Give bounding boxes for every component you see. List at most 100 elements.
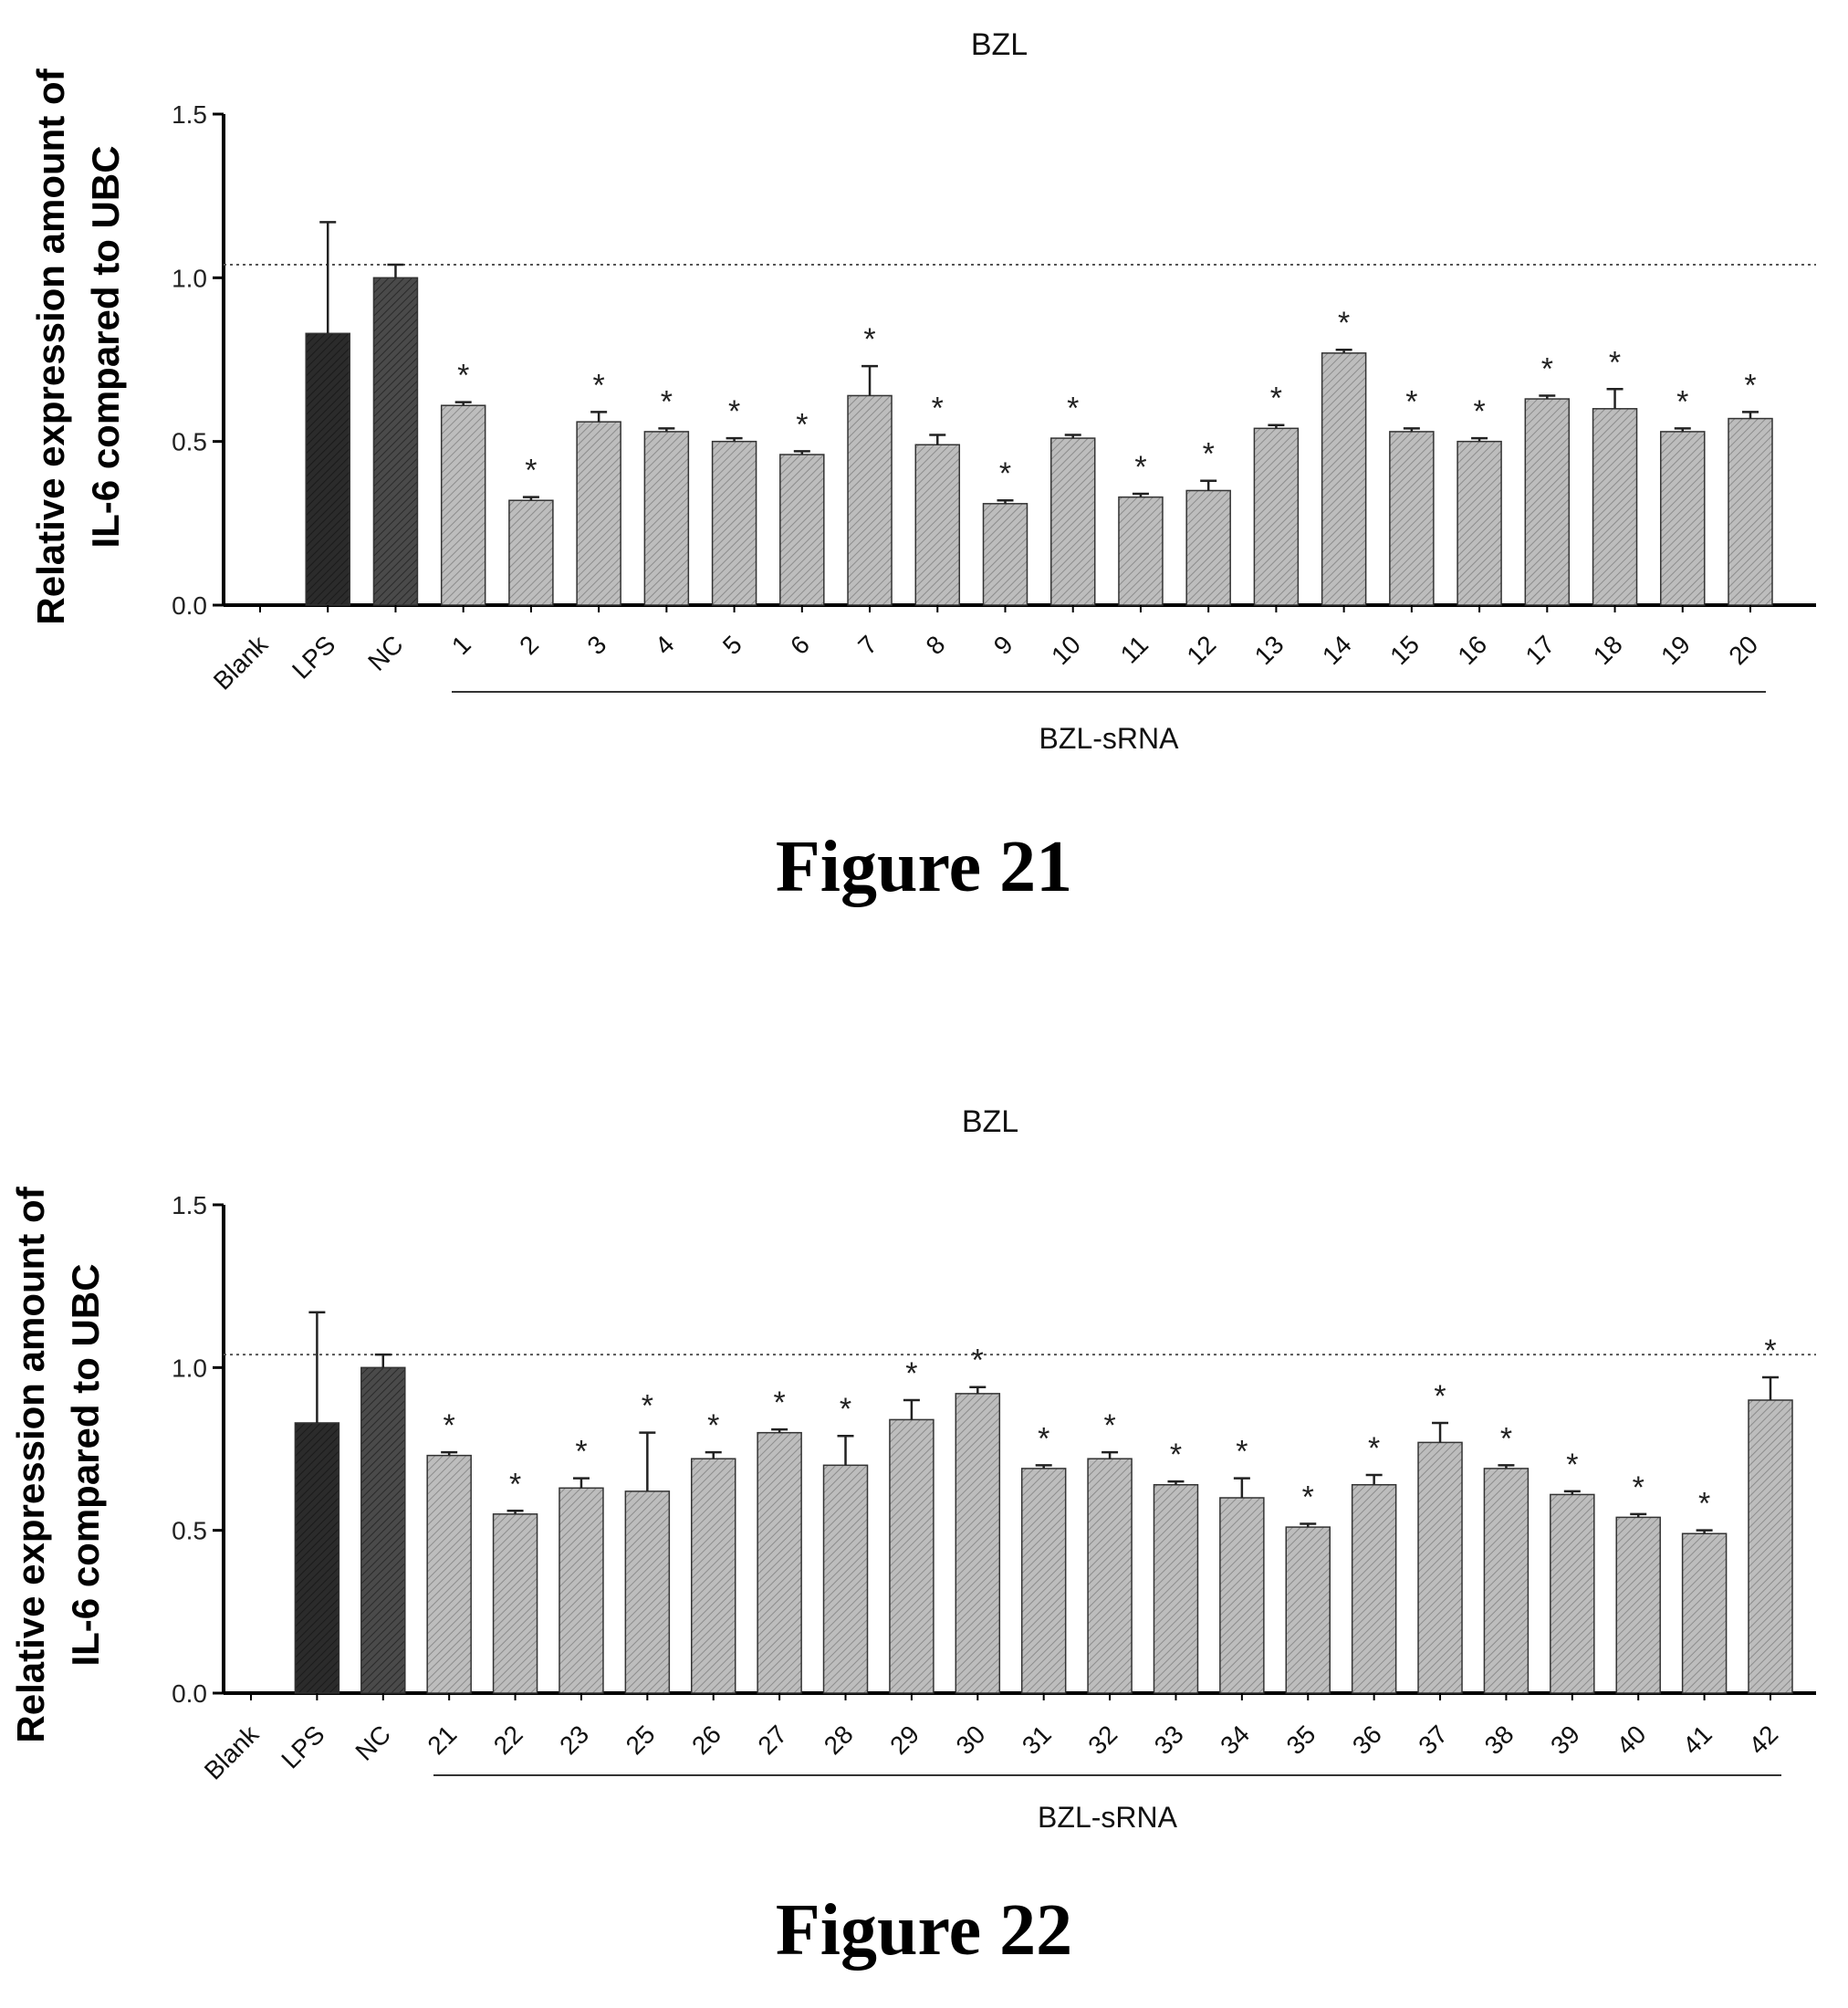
bar-1 — [440, 404, 486, 606]
x-tick-label-1: 1 — [446, 630, 476, 660]
bar-5 — [711, 440, 757, 606]
bar-42 — [1748, 1399, 1793, 1694]
x-tick-label-NC: NC — [362, 630, 409, 676]
bar-9 — [982, 503, 1028, 606]
x-tick-label-17: 17 — [1520, 630, 1561, 670]
x-tick-label-LPS: LPS — [276, 1720, 329, 1773]
significance-asterisk-16: * — [1473, 394, 1485, 429]
significance-asterisk-1: * — [457, 359, 469, 393]
significance-asterisk-22: * — [509, 1467, 521, 1501]
bar-38 — [1483, 1468, 1530, 1694]
x-tick-label-8: 8 — [921, 630, 951, 660]
chart-title: BZL — [962, 1104, 1018, 1139]
significance-asterisk-12: * — [1203, 437, 1215, 472]
x-tick-label-11: 11 — [1115, 630, 1154, 668]
x-tick-label-13: 13 — [1249, 630, 1289, 670]
y-axis-label-line1: Relative expression amount of — [9, 1186, 52, 1742]
group-label: BZL-sRNA — [1039, 722, 1180, 755]
x-tick-label-19: 19 — [1655, 630, 1696, 670]
bar-8 — [914, 444, 961, 606]
chart-figure-21: BZL Relative expression amount of IL-6 com… — [29, 27, 1816, 755]
x-tick-label-7: 7 — [852, 630, 882, 660]
bar-2 — [508, 499, 554, 606]
bar-41 — [1681, 1532, 1728, 1694]
x-tick-label-38: 38 — [1479, 1720, 1519, 1760]
bar-13 — [1253, 427, 1300, 606]
bar-36 — [1351, 1483, 1397, 1694]
x-tick-label-42: 42 — [1743, 1720, 1783, 1760]
bar-18 — [1592, 408, 1638, 606]
chart-figure-22: BZL Relative expression amount of IL-6 com… — [9, 1104, 1816, 1834]
bar-LPS — [305, 332, 350, 606]
significance-asterisk-8: * — [932, 391, 944, 425]
significance-asterisk-39: * — [1566, 1448, 1578, 1482]
bar-10 — [1049, 437, 1096, 606]
significance-asterisk-18: * — [1609, 345, 1621, 380]
bar-37 — [1417, 1441, 1463, 1694]
x-tick-label-5: 5 — [717, 630, 747, 660]
x-tick-label-30: 30 — [951, 1720, 991, 1760]
x-tick-label-27: 27 — [752, 1720, 792, 1760]
bar-12 — [1185, 489, 1231, 606]
y-axis-label-line2: IL-6 compared to UBC — [84, 145, 127, 548]
bar-34 — [1219, 1497, 1265, 1694]
bar-19 — [1660, 431, 1706, 606]
significance-asterisk-13: * — [1270, 382, 1282, 416]
x-tick-label-LPS: LPS — [287, 630, 340, 684]
significance-asterisk-9: * — [999, 456, 1011, 491]
x-tick-label-12: 12 — [1181, 630, 1221, 670]
x-tick-label-Blank: Blank — [208, 630, 274, 695]
group-label: BZL-sRNA — [1038, 1801, 1178, 1834]
x-tick-label-29: 29 — [884, 1720, 924, 1760]
significance-asterisk-40: * — [1633, 1470, 1644, 1505]
significance-asterisk-36: * — [1368, 1431, 1380, 1466]
x-tick-label-25: 25 — [621, 1720, 661, 1760]
significance-asterisk-35: * — [1302, 1480, 1314, 1515]
x-tick-label-39: 39 — [1545, 1720, 1585, 1760]
x-tick-label-26: 26 — [686, 1720, 726, 1760]
bar-25 — [624, 1490, 671, 1694]
x-tick-label-33: 33 — [1149, 1720, 1189, 1760]
bar-16 — [1456, 440, 1502, 606]
y-tick-label: 0.0 — [172, 1679, 207, 1708]
x-tick-label-3: 3 — [581, 630, 611, 660]
x-tick-label-10: 10 — [1046, 630, 1086, 670]
bar-35 — [1285, 1526, 1331, 1694]
bar-32 — [1087, 1458, 1133, 1694]
bar-20 — [1728, 417, 1773, 606]
bar-33 — [1153, 1483, 1199, 1694]
y-tick-label: 0.0 — [172, 591, 207, 620]
y-axis-label-line1: Relative expression amount of — [29, 68, 72, 624]
bar-26 — [690, 1458, 736, 1694]
bar-27 — [757, 1431, 802, 1694]
x-tick-label-15: 15 — [1384, 630, 1425, 670]
significance-asterisk-7: * — [863, 322, 875, 357]
y-tick-label: 1.5 — [172, 100, 207, 129]
bar-39 — [1550, 1493, 1595, 1694]
x-tick-label-40: 40 — [1612, 1720, 1652, 1760]
figure-21-caption: Figure 21 — [775, 827, 1073, 907]
significance-asterisk-25: * — [642, 1389, 653, 1424]
significance-asterisk-31: * — [1038, 1421, 1049, 1456]
y-tick-label: 1.5 — [172, 1191, 207, 1219]
bar-17 — [1524, 398, 1571, 606]
significance-asterisk-33: * — [1170, 1438, 1182, 1472]
x-tick-label-14: 14 — [1317, 630, 1357, 670]
significance-asterisk-29: * — [905, 1356, 917, 1391]
bar-11 — [1118, 496, 1164, 606]
x-tick-label-23: 23 — [554, 1720, 594, 1760]
y-tick-label: 0.5 — [172, 428, 207, 456]
significance-asterisk-15: * — [1405, 384, 1417, 419]
x-tick-label-32: 32 — [1082, 1720, 1122, 1760]
bar-NC — [360, 1366, 406, 1694]
bar-15 — [1389, 431, 1435, 606]
bar-30 — [955, 1393, 1001, 1694]
bar-40 — [1615, 1516, 1661, 1694]
bar-31 — [1020, 1468, 1067, 1694]
x-tick-label-6: 6 — [785, 630, 815, 660]
significance-asterisk-32: * — [1103, 1408, 1115, 1443]
figure-22-caption: Figure 22 — [775, 1890, 1073, 1971]
bar-4 — [643, 431, 690, 606]
significance-asterisk-41: * — [1698, 1487, 1710, 1522]
bar-6 — [779, 454, 825, 606]
